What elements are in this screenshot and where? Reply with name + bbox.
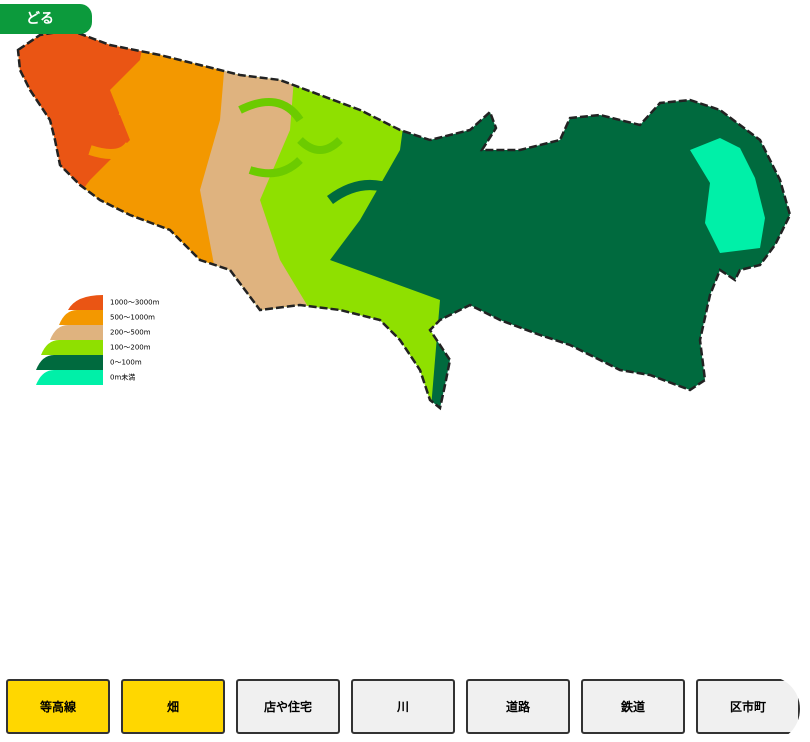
layer-button[interactable]: 鉄道 bbox=[581, 679, 685, 734]
layer-button[interactable]: 等高線 bbox=[6, 679, 110, 734]
legend-label: 500〜1000m bbox=[110, 314, 155, 322]
legend-swatch bbox=[59, 310, 103, 325]
layer-button[interactable]: 道路 bbox=[466, 679, 570, 734]
layer-button[interactable]: 区市町 bbox=[696, 679, 800, 734]
layer-button[interactable]: 畑 bbox=[121, 679, 225, 734]
border bbox=[16, 28, 792, 411]
layer-button[interactable]: 川 bbox=[351, 679, 455, 734]
legend-label: 1000〜3000m bbox=[110, 299, 160, 307]
legend-label: 200〜500m bbox=[110, 329, 151, 337]
legend-swatch bbox=[41, 340, 103, 355]
map bbox=[16, 28, 792, 411]
legend-label: 0m未満 bbox=[110, 373, 135, 382]
legend-label: 0〜100m bbox=[110, 359, 142, 367]
legend-swatch bbox=[68, 295, 103, 310]
legend-swatch bbox=[36, 355, 103, 370]
layer-buttons: 等高線畑店や住宅川道路 鉄道 区市町 bbox=[0, 676, 800, 742]
legend: 1000〜3000m 500〜1000m 200〜500m 100〜200m 0〜100… bbox=[36, 295, 160, 385]
legend-swatch bbox=[36, 370, 103, 385]
legend-label: 100〜200m bbox=[110, 344, 151, 352]
back-button[interactable]: どる bbox=[0, 4, 92, 34]
layer-button[interactable]: 店や住宅 bbox=[236, 679, 340, 734]
legend-swatch bbox=[50, 325, 103, 340]
